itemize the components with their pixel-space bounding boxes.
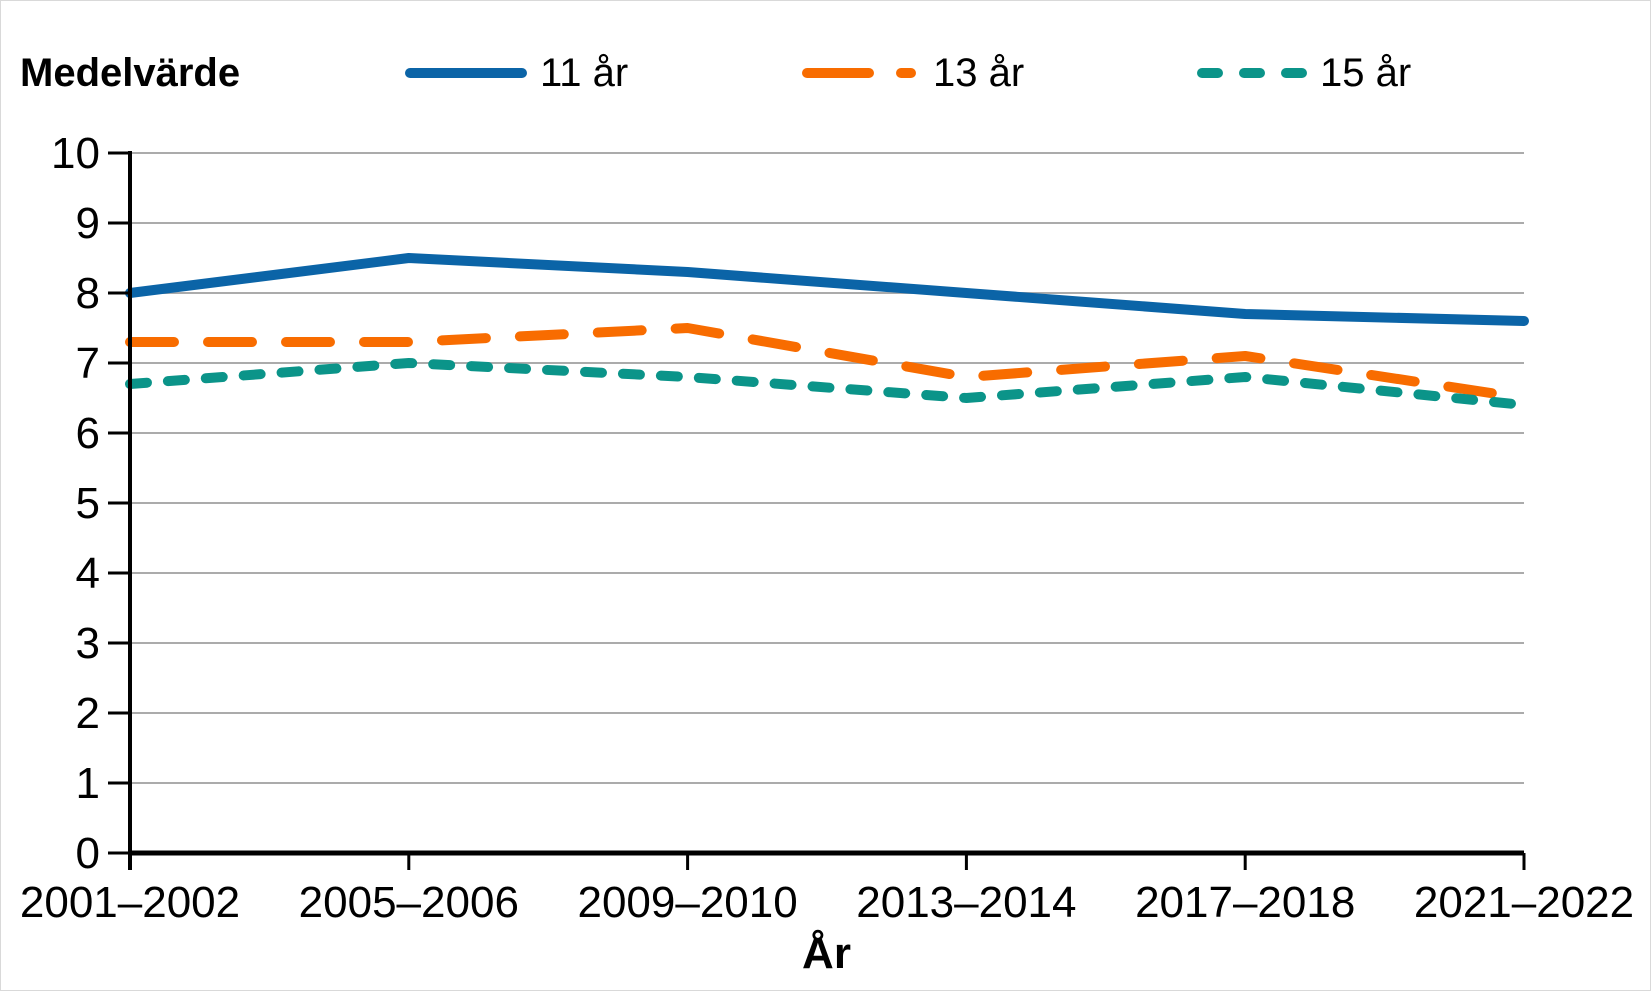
legend-swatch-dashed-line-icon: [802, 68, 920, 78]
series-line-13-år: [125, 323, 1529, 403]
y-tick-label: 4: [76, 549, 100, 598]
y-tick-label: 3: [76, 619, 100, 668]
legend-item-13-ar: 13 år: [801, 51, 1024, 95]
y-tick-label: 8: [76, 269, 100, 318]
y-tick-label: 1: [76, 759, 100, 808]
legend-label-15-ar: 15 år: [1320, 50, 1412, 95]
x-tick-label: 2013–2014: [856, 878, 1076, 927]
y-tick-label: 10: [51, 129, 100, 178]
y-tick-label: 9: [76, 199, 100, 248]
legend-swatch-dotted-line-icon: [1197, 68, 1307, 78]
y-tick-label: 7: [76, 339, 100, 388]
x-tick-label: 2005–2006: [299, 878, 519, 927]
legend-item-11-ar: 11 år: [404, 51, 628, 95]
y-tick-label: 5: [76, 479, 100, 528]
y-axis-title: Medelvärde: [20, 51, 241, 95]
series-line-15-år: [125, 358, 1529, 410]
y-tick-label: 6: [76, 409, 100, 458]
x-tick-label: 2021–2022: [1414, 878, 1634, 927]
legend-swatch-solid-line-icon: [405, 68, 527, 78]
y-tick-label: 2: [76, 689, 100, 738]
x-tick-label: 2009–2010: [577, 878, 797, 927]
legend-label-11-ar: 11 år: [540, 50, 629, 95]
x-tick-label: 2017–2018: [1135, 878, 1355, 927]
x-axis-title: År: [802, 929, 851, 978]
y-tick-label: 0: [76, 829, 100, 878]
x-tick-label: 2001–2002: [20, 878, 240, 927]
series-line-11-år: [125, 253, 1529, 326]
legend-label-13-ar: 13 år: [933, 50, 1025, 95]
legend-item-15-ar: 15 år: [1196, 51, 1411, 95]
